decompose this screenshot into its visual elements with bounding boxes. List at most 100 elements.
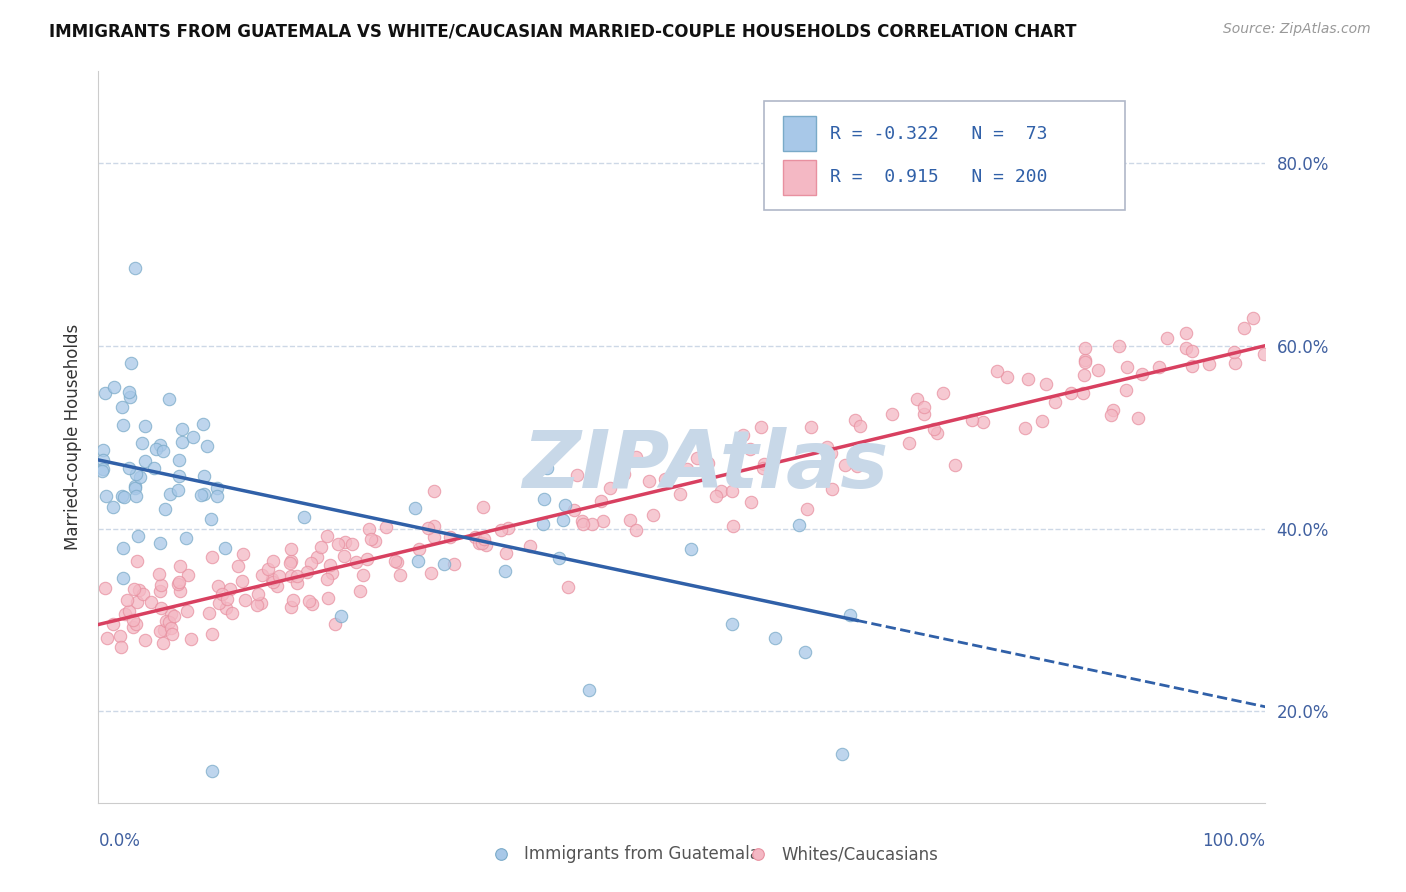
Point — [318, 591, 340, 605]
Point — [169, 559, 191, 574]
Point — [796, 502, 818, 516]
Point — [149, 624, 172, 638]
Point — [1116, 360, 1139, 375]
Point — [565, 467, 588, 482]
Point — [360, 532, 382, 546]
Point — [193, 487, 215, 501]
Point — [256, 562, 278, 576]
Point — [118, 460, 141, 475]
Point — [581, 517, 603, 532]
Point — [215, 601, 238, 615]
Point — [349, 583, 371, 598]
Point — [1031, 414, 1053, 428]
Point — [986, 364, 1008, 378]
Text: Whites/Caucasians: Whites/Caucasians — [782, 845, 938, 863]
Point — [214, 541, 236, 556]
Point — [1071, 385, 1094, 400]
Point — [972, 415, 994, 429]
Text: 0.0%: 0.0% — [98, 832, 141, 850]
Point — [134, 454, 156, 468]
Point — [943, 458, 966, 472]
Point — [157, 615, 180, 629]
Point — [301, 597, 323, 611]
Point — [912, 400, 935, 414]
Point — [155, 615, 177, 629]
Point — [325, 616, 347, 631]
Point — [125, 554, 148, 568]
Point — [1223, 356, 1246, 370]
Point — [704, 489, 727, 503]
Point — [160, 627, 183, 641]
Point — [439, 530, 461, 544]
Point — [1253, 347, 1275, 361]
Point — [387, 555, 409, 569]
Point — [149, 584, 172, 599]
Point — [496, 521, 519, 535]
Point — [761, 456, 783, 470]
Point — [1073, 368, 1095, 383]
Point — [1074, 355, 1097, 369]
Point — [1174, 341, 1197, 355]
Point — [471, 536, 494, 550]
Point — [94, 489, 117, 503]
Point — [619, 513, 641, 527]
Point — [233, 593, 256, 607]
Point — [91, 461, 114, 475]
Point — [472, 500, 495, 514]
Point — [834, 458, 856, 472]
Point — [1017, 372, 1039, 386]
Point — [1241, 311, 1264, 326]
Point — [695, 455, 717, 469]
Point — [122, 613, 145, 627]
Point — [821, 482, 844, 496]
Point — [280, 569, 302, 583]
Point — [118, 603, 141, 617]
Point — [250, 596, 273, 610]
Text: Source: ZipAtlas.com: Source: ZipAtlas.com — [1223, 22, 1371, 37]
Point — [110, 629, 132, 643]
Point — [562, 503, 585, 517]
Point — [148, 567, 170, 582]
Point — [149, 438, 172, 452]
Point — [219, 582, 242, 597]
Point — [280, 600, 302, 615]
Point — [152, 635, 174, 649]
Point — [1156, 331, 1178, 345]
Point — [150, 601, 173, 615]
Point — [531, 517, 554, 532]
Point — [266, 579, 288, 593]
Point — [285, 569, 308, 583]
Point — [384, 553, 406, 567]
Point — [232, 547, 254, 561]
Point — [406, 554, 429, 568]
Point — [226, 558, 249, 573]
Point — [844, 412, 866, 426]
Point — [960, 413, 983, 427]
Point — [167, 469, 190, 483]
Point — [159, 487, 181, 501]
Point — [423, 519, 446, 533]
Point — [1174, 326, 1197, 340]
Point — [1233, 320, 1256, 334]
FancyBboxPatch shape — [783, 160, 815, 195]
Point — [247, 587, 270, 601]
Point — [375, 519, 398, 533]
Point — [578, 682, 600, 697]
Point — [91, 464, 114, 478]
Point — [134, 632, 156, 647]
Point — [319, 558, 342, 573]
Point — [132, 587, 155, 601]
Point — [145, 442, 167, 456]
Point — [1102, 402, 1125, 417]
Point — [613, 467, 636, 481]
Point — [710, 483, 733, 498]
Point — [280, 554, 302, 568]
Point — [333, 534, 356, 549]
Point — [181, 430, 204, 444]
Point — [193, 469, 215, 483]
Point — [731, 428, 754, 442]
Point — [686, 451, 709, 466]
Point — [152, 444, 174, 458]
Point — [344, 555, 367, 569]
Point — [572, 517, 595, 532]
